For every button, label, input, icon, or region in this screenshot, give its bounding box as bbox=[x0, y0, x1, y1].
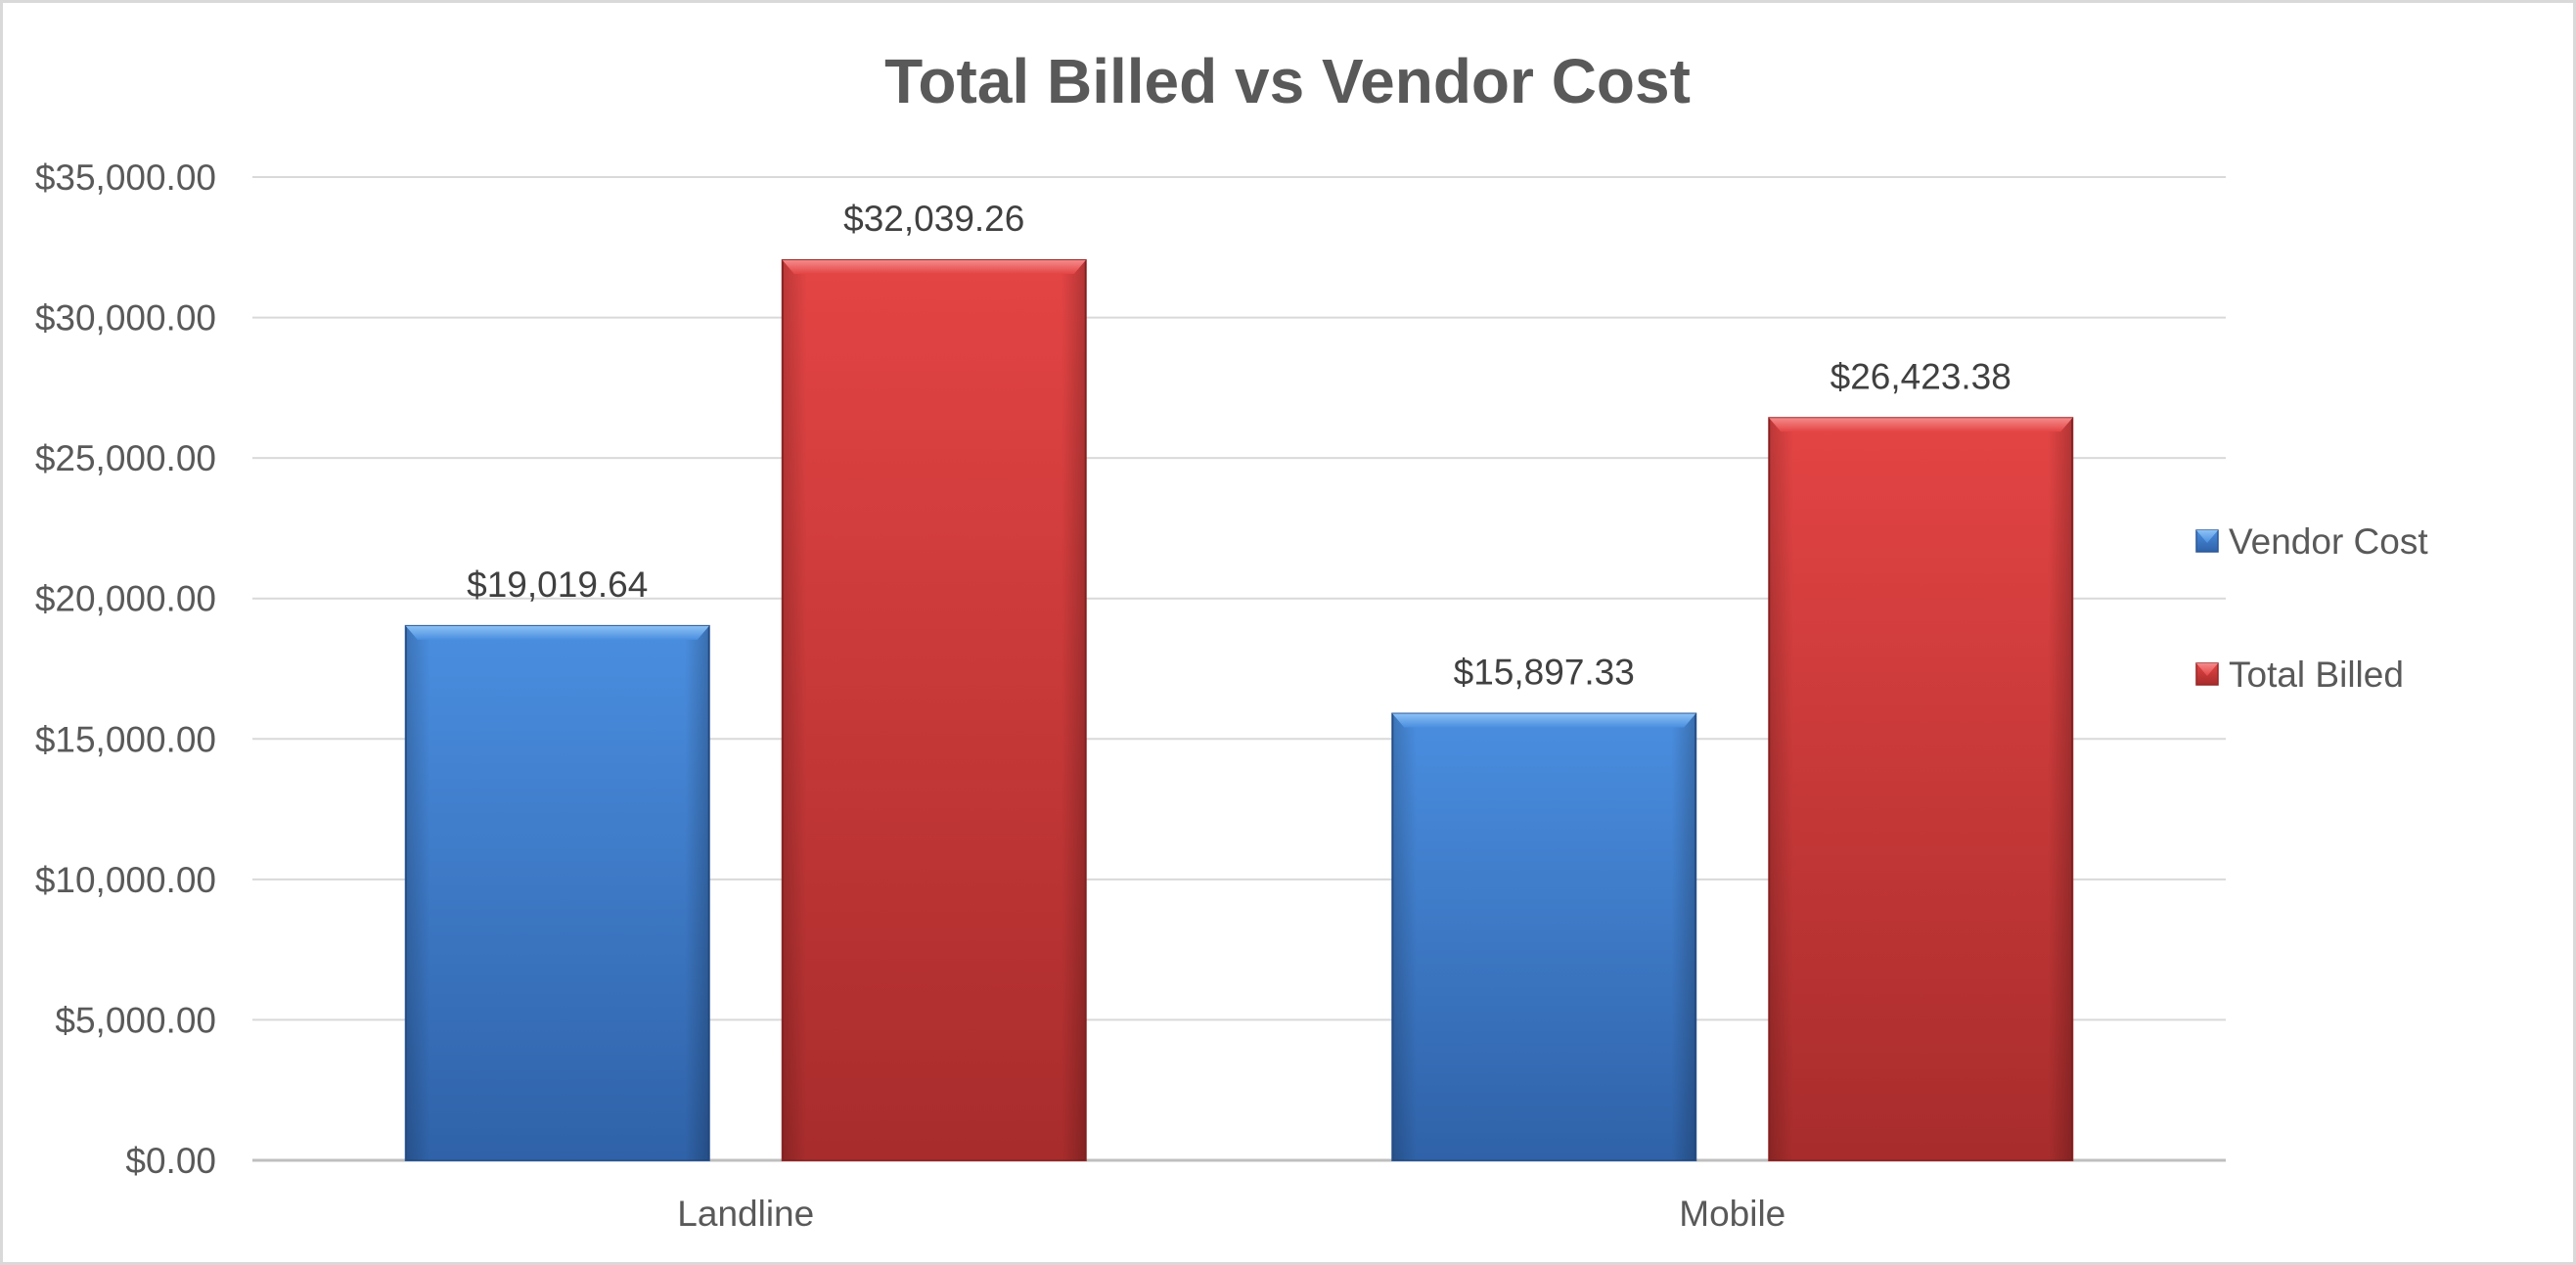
legend-swatch-bevel bbox=[2196, 530, 2218, 543]
data-label: $32,039.26 bbox=[843, 199, 1024, 239]
legend: Vendor Cost Total Billed bbox=[2195, 521, 2428, 695]
legend-item-vendor-cost: Vendor Cost bbox=[2195, 521, 2428, 562]
legend-label: Vendor Cost bbox=[2229, 521, 2428, 562]
bar-total-billed-mobile bbox=[1768, 417, 2074, 1161]
data-labels: $19,019.64 $32,039.26 $15,897.33 $26,423.38 bbox=[467, 199, 2011, 693]
bar-shading bbox=[405, 625, 709, 1160]
bar-bevel bbox=[1769, 418, 2073, 432]
bar-shading bbox=[1392, 713, 1696, 1160]
data-label: $15,897.33 bbox=[1454, 653, 1635, 693]
y-tick-label: $20,000.00 bbox=[35, 579, 216, 619]
data-label: $26,423.38 bbox=[1830, 356, 2011, 396]
bar-shading bbox=[782, 260, 1086, 1161]
bar-bevel bbox=[1392, 713, 1696, 728]
bar-chart: Total Billed vs Vendor Cost $0.00 $5,000.… bbox=[35, 46, 2429, 1234]
data-label: $19,019.64 bbox=[467, 565, 648, 605]
y-tick-label: $0.00 bbox=[125, 1141, 216, 1181]
legend-item-total-billed: Total Billed bbox=[2195, 655, 2404, 695]
y-tick-label: $25,000.00 bbox=[35, 438, 216, 478]
legend-label: Total Billed bbox=[2229, 655, 2404, 695]
y-axis-tick-labels: $0.00 $5,000.00 $10,000.00 $15,000.00 $20,00… bbox=[35, 158, 216, 1181]
bar-total-billed-landline bbox=[781, 259, 1087, 1161]
y-tick-label: $10,000.00 bbox=[35, 860, 216, 900]
category-label: Mobile bbox=[1679, 1194, 1785, 1234]
y-tick-label: $5,000.00 bbox=[55, 1000, 216, 1040]
bar-vendor-cost-landline bbox=[404, 624, 710, 1161]
legend-swatch-bevel bbox=[2196, 663, 2218, 676]
y-tick-label: $35,000.00 bbox=[35, 158, 216, 198]
bar-bevel bbox=[782, 260, 1086, 275]
category-label: Landline bbox=[677, 1194, 814, 1234]
y-tick-label: $30,000.00 bbox=[35, 298, 216, 339]
bars bbox=[404, 259, 2074, 1161]
bar-vendor-cost-mobile bbox=[1391, 712, 1697, 1161]
chart-title: Total Billed vs Vendor Cost bbox=[884, 46, 1691, 116]
y-tick-label: $15,000.00 bbox=[35, 719, 216, 759]
x-axis-category-labels: Landline Mobile bbox=[677, 1194, 1785, 1234]
bar-bevel bbox=[405, 625, 709, 640]
bar-shading bbox=[1769, 418, 2073, 1161]
